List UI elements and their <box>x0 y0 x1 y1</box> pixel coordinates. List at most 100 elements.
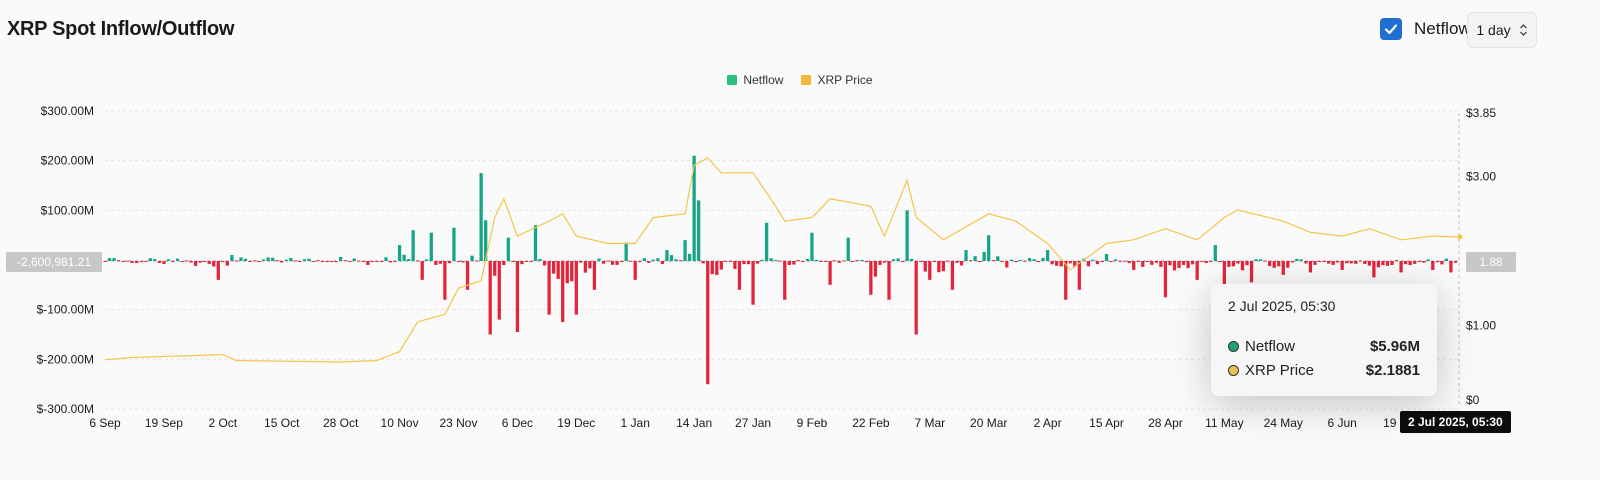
netflow-bar[interactable] <box>225 261 229 266</box>
netflow-bar[interactable] <box>1059 261 1063 267</box>
netflow-bar[interactable] <box>184 260 189 262</box>
netflow-bar[interactable] <box>910 258 914 261</box>
netflow-bar[interactable] <box>656 258 660 261</box>
netflow-bar[interactable] <box>1204 261 1208 264</box>
netflow-bar[interactable] <box>1385 261 1390 266</box>
netflow-bar[interactable] <box>887 261 891 300</box>
netflow-bar[interactable] <box>556 261 560 279</box>
netflow-bar[interactable] <box>647 261 651 263</box>
netflow-bar[interactable] <box>837 261 841 263</box>
netflow-bar[interactable] <box>642 258 646 261</box>
netflow-bar[interactable] <box>533 225 538 261</box>
netflow-bar[interactable] <box>112 258 116 261</box>
netflow-bar[interactable] <box>1381 261 1385 266</box>
netflow-bar[interactable] <box>116 260 121 262</box>
netflow-bar[interactable] <box>1322 261 1326 262</box>
netflow-bar[interactable] <box>234 260 239 262</box>
netflow-bar[interactable] <box>706 261 710 385</box>
netflow-bar[interactable] <box>1254 259 1258 261</box>
netflow-bar[interactable] <box>1190 261 1195 265</box>
netflow-bar[interactable] <box>1236 261 1240 264</box>
netflow-bar[interactable] <box>583 261 587 273</box>
netflow-bar[interactable] <box>1200 260 1204 262</box>
netflow-bar[interactable] <box>506 237 510 261</box>
netflow-bar[interactable] <box>1177 261 1181 268</box>
netflow-bar[interactable] <box>683 240 687 261</box>
netflow-bar[interactable] <box>1186 261 1190 269</box>
netflow-bar[interactable] <box>443 261 447 300</box>
netflow-bar[interactable] <box>855 260 859 262</box>
netflow-bar[interactable] <box>1104 254 1109 261</box>
netflow-bar[interactable] <box>375 261 379 262</box>
netflow-checkbox[interactable] <box>1380 18 1402 40</box>
netflow-bar[interactable] <box>130 261 134 263</box>
netflow-bar[interactable] <box>1018 259 1023 261</box>
netflow-bar[interactable] <box>914 261 918 335</box>
netflow-bar[interactable] <box>171 261 175 262</box>
netflow-bar[interactable] <box>1399 261 1403 273</box>
netflow-bar[interactable] <box>619 261 624 262</box>
netflow-bar[interactable] <box>529 261 533 262</box>
netflow-bar[interactable] <box>148 258 152 261</box>
netflow-bar[interactable] <box>1150 261 1154 265</box>
netflow-bar[interactable] <box>1055 261 1059 266</box>
netflow-bar[interactable] <box>1181 261 1186 265</box>
netflow-bar[interactable] <box>728 261 733 262</box>
netflow-bar[interactable] <box>710 261 714 275</box>
netflow-bar[interactable] <box>651 259 655 261</box>
netflow-bar[interactable] <box>991 260 995 262</box>
netflow-bar[interactable] <box>1068 261 1072 264</box>
netflow-bar[interactable] <box>687 253 692 261</box>
netflow-bar[interactable] <box>1168 261 1172 266</box>
netflow-bar[interactable] <box>1313 261 1317 265</box>
netflow-bar[interactable] <box>638 261 642 263</box>
netflow-bar[interactable] <box>823 260 828 262</box>
netflow-bar[interactable] <box>701 261 705 264</box>
netflow-bar[interactable] <box>1240 261 1245 271</box>
netflow-bar[interactable] <box>175 258 180 261</box>
netflow-bar[interactable] <box>1317 261 1322 262</box>
netflow-bar[interactable] <box>542 261 547 266</box>
netflow-bar[interactable] <box>561 261 565 323</box>
netflow-bar[interactable] <box>1091 259 1095 261</box>
netflow-bar[interactable] <box>1440 261 1444 265</box>
netflow-bar[interactable] <box>329 261 334 262</box>
netflow-bar[interactable] <box>552 261 556 274</box>
netflow-bar[interactable] <box>515 261 520 333</box>
netflow-bar[interactable] <box>479 173 483 261</box>
netflow-bar[interactable] <box>1349 261 1353 264</box>
netflow-bar[interactable] <box>461 261 465 263</box>
netflow-bar[interactable] <box>864 261 868 262</box>
netflow-bar[interactable] <box>1145 261 1149 262</box>
netflow-bar[interactable] <box>1336 261 1340 263</box>
netflow-bar[interactable] <box>1295 258 1299 261</box>
netflow-bar[interactable] <box>1286 261 1290 268</box>
netflow-toggle[interactable]: Netflow <box>1380 18 1471 40</box>
netflow-bar[interactable] <box>1413 261 1417 264</box>
netflow-bar[interactable] <box>715 261 719 275</box>
netflow-bar[interactable] <box>1449 261 1453 273</box>
netflow-bar[interactable] <box>928 261 932 280</box>
netflow-bar[interactable] <box>796 260 800 262</box>
netflow-bar[interactable] <box>302 259 307 261</box>
netflow-bar[interactable] <box>216 261 220 280</box>
netflow-bar[interactable] <box>905 210 909 261</box>
netflow-bar[interactable] <box>1127 261 1131 264</box>
netflow-bar[interactable] <box>1363 261 1367 264</box>
netflow-bar[interactable] <box>959 261 964 266</box>
netflow-bar[interactable] <box>697 200 701 261</box>
netflow-bar[interactable] <box>1290 261 1294 263</box>
netflow-bar[interactable] <box>393 261 397 262</box>
netflow-bar[interactable] <box>1372 261 1376 278</box>
netflow-bar[interactable] <box>919 261 923 262</box>
netflow-bar[interactable] <box>932 261 936 262</box>
netflow-bar[interactable] <box>465 261 470 290</box>
netflow-bar[interactable] <box>660 261 665 264</box>
netflow-bar[interactable] <box>284 259 288 261</box>
netflow-bar[interactable] <box>456 261 461 262</box>
netflow-bar[interactable] <box>1041 257 1045 261</box>
netflow-bar[interactable] <box>737 261 742 290</box>
netflow-bar[interactable] <box>842 260 846 262</box>
netflow-bar[interactable] <box>982 251 986 261</box>
